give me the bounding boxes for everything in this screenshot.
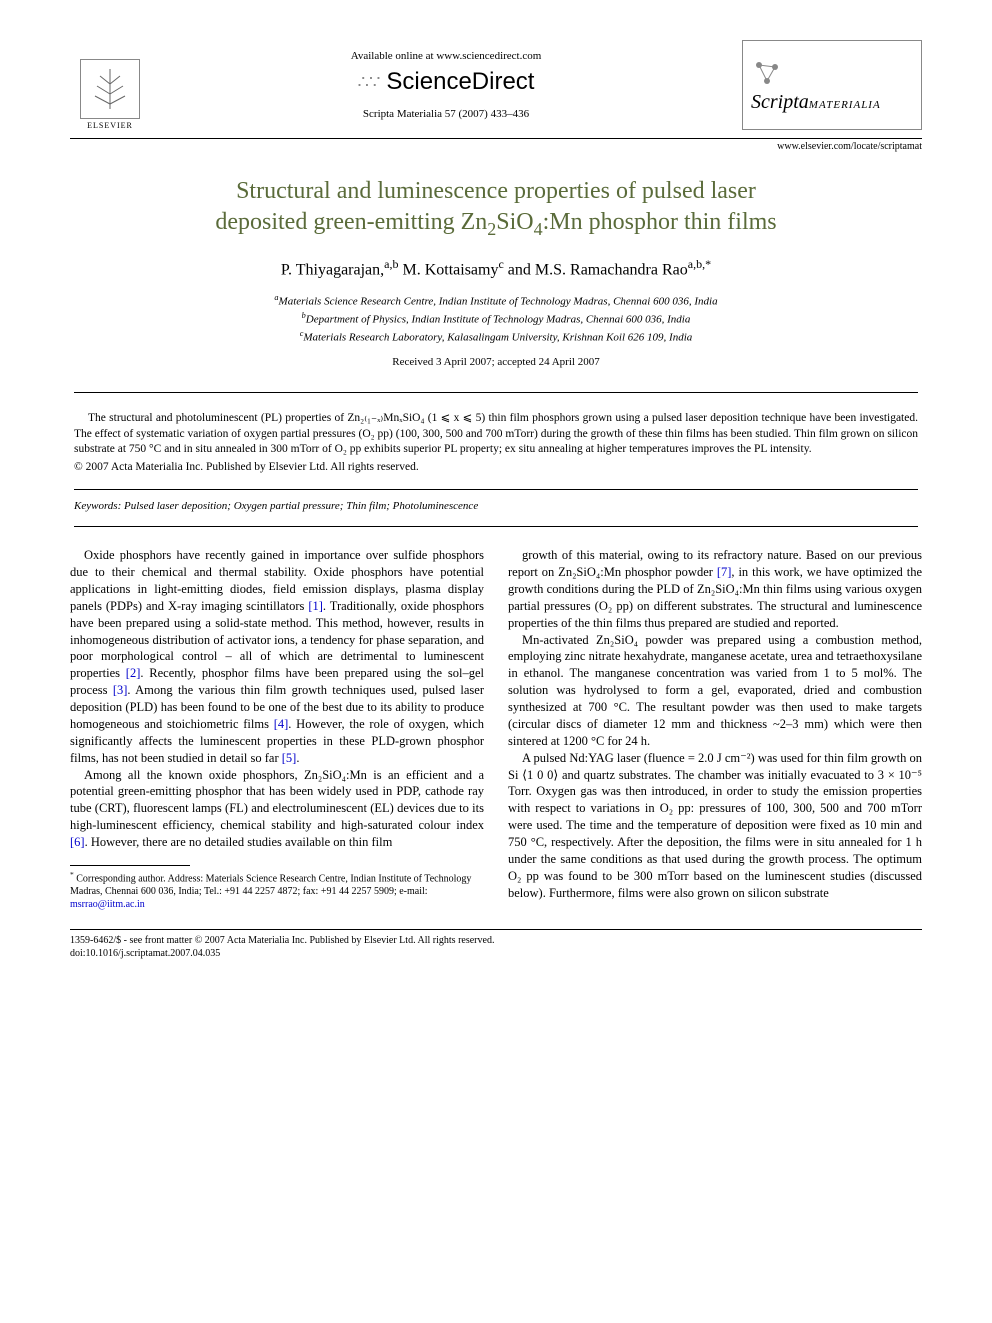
locate-url: www.elsevier.com/locate/scriptamat [70,141,922,152]
footnote-email[interactable]: msrrao@iitm.ac.in [70,899,145,910]
footer-doi: doi:10.1016/j.scriptamat.2007.04.035 [70,947,922,960]
author-3: and M.S. Ramachandra Rao [508,262,688,279]
sciencedirect-label: ScienceDirect [386,68,534,95]
ref-link-6[interactable]: [6] [70,835,85,849]
ref-link-5[interactable]: [5] [282,751,297,765]
title-sub2: 4 [534,219,543,239]
author-3-aff: a,b,* [688,257,711,271]
author-2-aff: c [498,257,503,271]
body-text: Oxide phosphors have recently gained in … [70,547,922,911]
article-title: Structural and luminescence properties o… [110,176,882,241]
affiliations: aMaterials Science Research Centre, Indi… [70,292,922,346]
body-p2a: Among all the known oxide phosphors, Zn₂… [70,768,484,833]
authors-line: P. Thiyagarajan,a,b M. Kottaisamyc and M… [70,257,922,279]
author-1: P. Thiyagarajan, [281,262,384,279]
ref-link-4[interactable]: [4] [274,717,289,731]
affiliation-a: Materials Science Research Centre, India… [279,295,718,307]
body-para-4: Mn-activated Zn₂SiO₄ powder was prepared… [508,632,922,750]
journal-reference: Scripta Materialia 57 (2007) 433–436 [150,108,742,120]
title-line2-post: :Mn phosphor thin films [543,209,777,235]
title-line2-mid: SiO [496,209,533,235]
footer-separator [70,929,922,930]
scripta-word: Scripta [751,91,809,113]
sciencedirect-logo: ∴∵ScienceDirect [150,68,742,96]
ref-link-2[interactable]: [2] [126,666,141,680]
footnote-separator [70,865,190,866]
materialia-word: MATERIALIA [809,99,881,111]
body-para-3: growth of this material, owing to its re… [508,547,922,631]
author-2: M. Kottaisamy [402,262,498,279]
elsevier-tree-icon [80,59,140,119]
article-dates: Received 3 April 2007; accepted 24 April… [70,356,922,368]
abstract-copyright: © 2007 Acta Materialia Inc. Published by… [74,460,918,476]
ref-link-1[interactable]: [1] [308,599,323,613]
publisher-header: ELSEVIER Available online at www.science… [70,40,922,130]
body-para-1: Oxide phosphors have recently gained in … [70,547,484,766]
footnote-marker: * [70,870,74,879]
elsevier-label: ELSEVIER [87,121,133,130]
title-line1: Structural and luminescence properties o… [236,178,756,204]
ref-link-3[interactable]: [3] [113,683,128,697]
body-p1f: . [296,751,299,765]
footer-block: 1359-6462/$ - see front matter © 2007 Ac… [70,934,922,960]
abstract-text: The structural and photoluminescent (PL)… [74,411,918,458]
journal-logo-text: ScriptaMATERIALIA [751,57,913,114]
ref-link-7[interactable]: [7] [717,565,732,579]
footer-copyright: 1359-6462/$ - see front matter © 2007 Ac… [70,934,922,947]
available-online-text: Available online at www.sciencedirect.co… [150,50,742,62]
abstract-block: The structural and photoluminescent (PL)… [74,392,918,490]
keywords-line: Keywords: Pulsed laser deposition; Oxyge… [74,500,918,527]
body-para-5: A pulsed Nd:YAG laser (fluence = 2.0 J c… [508,750,922,902]
body-p2b: . However, there are no detailed studies… [85,835,393,849]
author-1-aff: a,b [384,257,398,271]
body-para-2: Among all the known oxide phosphors, Zn₂… [70,767,484,851]
affiliation-b: Department of Physics, Indian Institute … [306,314,691,326]
keywords-text: Pulsed laser deposition; Oxygen partial … [121,500,478,512]
molecule-icon [751,57,785,91]
sd-dots-icon: ∴∵ [358,72,381,93]
header-rule [70,138,922,139]
title-sub1: 2 [487,219,496,239]
affiliation-c: Materials Research Laboratory, Kalasalin… [303,332,692,344]
elsevier-logo: ELSEVIER [70,40,150,130]
title-line2-pre: deposited green-emitting Zn [215,209,487,235]
keywords-label: Keywords: [74,500,121,512]
corresponding-author-footnote: * Corresponding author. Address: Materia… [70,870,484,911]
header-center: Available online at www.sciencedirect.co… [150,50,742,120]
footnote-text: Corresponding author. Address: Materials… [70,873,471,897]
journal-logo-box: ScriptaMATERIALIA [742,40,922,130]
